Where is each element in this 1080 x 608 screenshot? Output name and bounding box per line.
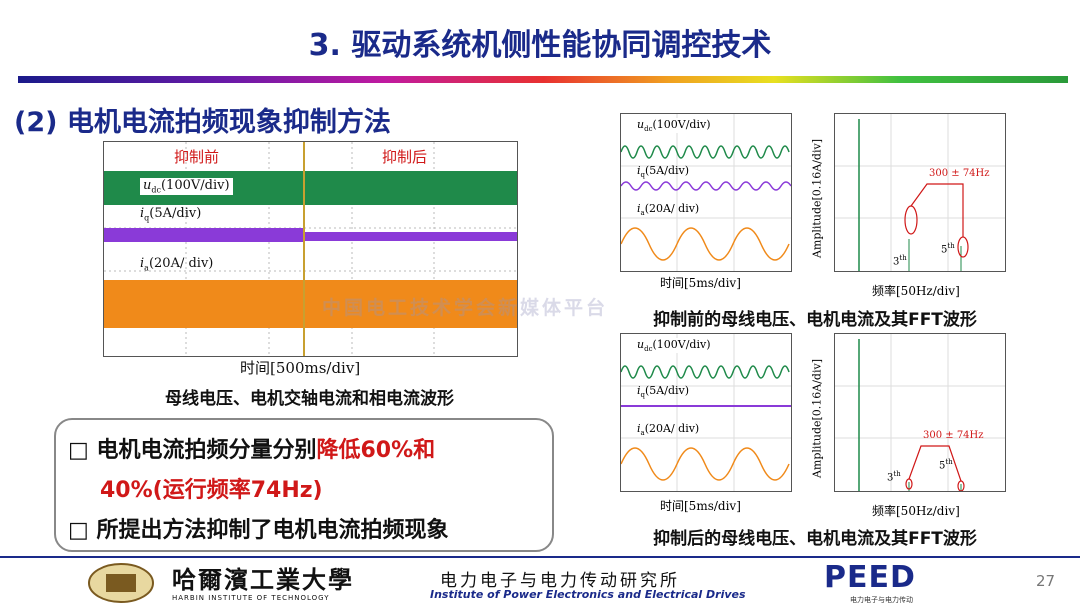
slide-title: 3. 驱动系统机侧性能协同调控技术 — [308, 28, 772, 63]
rb-ia-label: ia(20A/ div) — [637, 422, 700, 438]
right-top-fft: 300 ± 74Hz 3th 5th — [834, 113, 1006, 272]
watermark: 中国电工技术学会新媒体平台 — [322, 297, 609, 319]
rt-caption: 抑制前的母线电压、电机电流及其FFT波形 — [653, 310, 977, 330]
right-bottom-fft: 300 ± 74Hz 3th 5th — [834, 333, 1006, 492]
rt-iq-label: iq(5A/div) — [637, 164, 690, 180]
bullet-1-line2: 40%(运行频率74Hz) — [100, 478, 323, 503]
bullet-2: □ 所提出方法抑制了电机电流拍频现象 — [68, 518, 449, 543]
bullet-square-icon: □ — [68, 518, 97, 543]
rt-h5: 5th — [941, 242, 955, 256]
rb-fft-annotation: 300 ± 74Hz — [923, 430, 984, 441]
right-bottom-fft-graphic — [835, 334, 1005, 492]
peed-subtitle: 电力电子与电力传动 — [850, 596, 913, 604]
rb-iq-label: iq(5A/div) — [637, 384, 690, 400]
rt-ia-label: ia(20A/ div) — [637, 202, 700, 218]
label-after: 抑制后 — [382, 148, 428, 166]
right-bottom-scope-graphic — [620, 334, 791, 491]
right-top-fft-graphic — [835, 114, 1005, 271]
rt-udc-label: udc(100V/div) — [637, 118, 711, 134]
rb-fft-ylabel: Amplitude[0.16A/div] — [810, 359, 824, 479]
rt-time-axis: 时间[5ms/div] — [660, 276, 741, 290]
right-top-scope: udc(100V/div) iq(5A/div) ia(20A/ div) — [620, 113, 792, 272]
rt-fft-ylabel: Amplitude[0.16A/div] — [810, 139, 824, 259]
rainbow-divider — [18, 76, 1068, 83]
hit-name-cn: 哈爾濱工業大學 — [172, 566, 354, 594]
section-subtitle: (2) 电机电流拍频现象抑制方法 — [14, 107, 391, 138]
left-oscilloscope-graphic — [104, 142, 517, 356]
rt-fft-annotation: 300 ± 74Hz — [929, 168, 990, 179]
rb-h3: 3th — [887, 470, 901, 484]
rb-fft-xlabel: 频率[50Hz/div] — [872, 504, 960, 518]
right-top-scope-graphic — [620, 114, 792, 271]
label-before: 抑制前 — [174, 148, 220, 166]
rb-caption: 抑制后的母线电压、电机电流及其FFT波形 — [653, 529, 977, 549]
hit-name-en: HARBIN INSTITUTE OF TECHNOLOGY — [172, 594, 330, 602]
left-oscilloscope-panel: 抑制前 抑制后 udc(100V/div) iq(5A/div) ia(20A/… — [103, 141, 518, 357]
page-number: 27 — [1036, 572, 1056, 590]
institute-cn: 电力电子与电力传动研究所 — [440, 571, 680, 591]
iq-label: iq(5A/div) — [140, 206, 202, 223]
rb-udc-label: udc(100V/div) — [637, 338, 711, 354]
rt-h3: 3th — [893, 254, 907, 268]
rb-h5: 5th — [939, 458, 953, 472]
footer-divider — [0, 556, 1080, 558]
ia-label: ia(20A/ div) — [140, 256, 214, 273]
institute-en: Institute of Power Electronics and Elect… — [430, 588, 746, 601]
hit-emblem-icon — [86, 562, 156, 604]
right-bottom-scope: udc(100V/div) iq(5A/div) ia(20A/ div) — [620, 333, 792, 492]
left-caption: 母线电压、电机交轴电流和相电流波形 — [165, 389, 454, 409]
rt-fft-xlabel: 频率[50Hz/div] — [872, 284, 960, 298]
conclusion-box: □ 电机电流拍频分量分别降低60%和 40%(运行频率74Hz) □ 所提出方法… — [54, 418, 554, 552]
left-time-axis: 时间[500ms/div] — [240, 359, 361, 377]
peed-logo: PEED — [824, 560, 916, 595]
rb-time-axis: 时间[5ms/div] — [660, 499, 741, 513]
bullet-square-icon: □ — [68, 438, 97, 463]
bullet-1-line1: □ 电机电流拍频分量分别降低60%和 — [68, 438, 436, 463]
udc-label: udc(100V/div) — [140, 178, 233, 195]
